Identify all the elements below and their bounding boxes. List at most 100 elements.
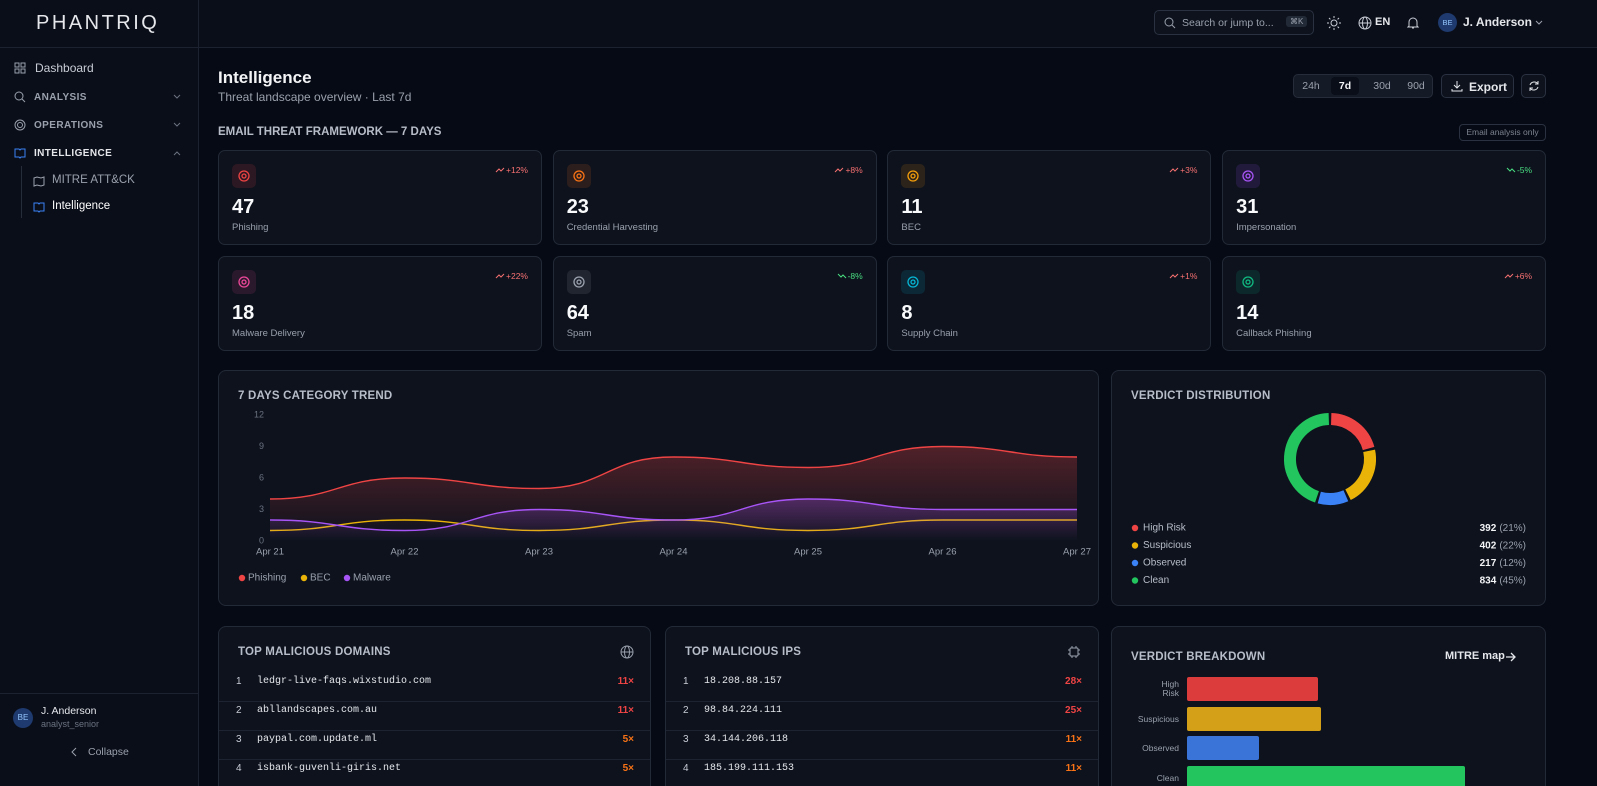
- user-name[interactable]: J. Anderson: [1463, 15, 1532, 29]
- chevron: [173, 94, 181, 99]
- trend-icon: [495, 167, 505, 173]
- chart-title: VERDICT DISTRIBUTION: [1131, 390, 1271, 402]
- language-icon[interactable]: [1358, 16, 1372, 30]
- card-label: Callback Phishing: [1236, 328, 1312, 339]
- notifications[interactable]: [1407, 16, 1419, 30]
- link[interactable]: MITRE map: [1445, 650, 1505, 662]
- donut-segment: [1330, 413, 1375, 451]
- bar-label: Suspicious: [1137, 713, 1179, 724]
- icon: [238, 276, 250, 288]
- nav-item[interactable]: Dashboard: [35, 61, 94, 75]
- trend-arrow: [1169, 273, 1179, 279]
- refresh-button[interactable]: [1521, 74, 1546, 98]
- card-change: +12%: [495, 165, 528, 175]
- logo[interactable]: PHANTRIQ: [36, 12, 160, 34]
- avatar[interactable]: BE: [1438, 13, 1457, 32]
- range-button[interactable]: 24h: [1302, 80, 1320, 92]
- stat-card[interactable]: +1% 8 Supply Chain: [887, 256, 1212, 351]
- chart-title: 7 DAYS CATEGORY TREND: [238, 390, 393, 402]
- sub-nav-item[interactable]: MITRE ATT&CK: [52, 174, 135, 186]
- row-divider: [666, 759, 1098, 760]
- icon-shape: [573, 276, 585, 288]
- range-button[interactable]: 30d: [1373, 80, 1391, 92]
- legend-label: Suspicious: [1143, 540, 1191, 551]
- legend-dot: [1131, 542, 1139, 549]
- card-label: BEC: [901, 222, 921, 233]
- page-title: Intelligence: [218, 68, 312, 87]
- search-box[interactable]: Search or jump to... ⌘K: [1154, 10, 1314, 35]
- nav-item[interactable]: OPERATIONS: [34, 120, 104, 131]
- trend-icon: [837, 273, 846, 279]
- trend-arrow: [835, 167, 844, 173]
- card-value: 18: [232, 302, 255, 324]
- header: Search or jump to... ⌘K EN BE J. Anderso…: [199, 0, 1597, 48]
- legend-dot: [238, 574, 246, 582]
- bar: [1187, 677, 1318, 701]
- row-text: paypal.com.update.ml: [257, 734, 378, 745]
- stat-card[interactable]: -5% 31 Impersonation: [1222, 150, 1547, 245]
- card-change: +8%: [834, 165, 863, 175]
- chevron: [71, 747, 77, 757]
- legend-dot: [1131, 559, 1139, 567]
- icon-shape: [907, 170, 920, 182]
- icon-shape: [241, 279, 247, 285]
- stat-card[interactable]: +6% 14 Callback Phishing: [1222, 256, 1547, 351]
- legend-label: Phishing: [248, 573, 286, 584]
- breakdown-panel: VERDICT BREAKDOWN MITRE map High Risk Sus…: [1111, 626, 1546, 786]
- section-title: EMAIL THREAT FRAMEWORK — 7 DAYS: [218, 126, 442, 138]
- card-label: Malware Delivery: [232, 328, 305, 339]
- donut-segment: [1345, 449, 1376, 501]
- icon: [1242, 170, 1254, 182]
- domains-panel: TOP MALICIOUS DOMAINS 1 ledgr-live-faqs.w…: [218, 626, 651, 786]
- legend-dot: [1131, 577, 1139, 584]
- card-label: Impersonation: [1236, 222, 1297, 233]
- nav-item[interactable]: ANALYSIS: [34, 92, 87, 103]
- icon: [238, 170, 250, 182]
- ips-panel: TOP MALICIOUS IPS 1 18.208.88.157 28× 2 98.8…: [665, 626, 1099, 786]
- range-group: 24h 7d 30d 90d: [1293, 74, 1433, 98]
- trend-icon: [1169, 167, 1179, 173]
- stat-card[interactable]: +3% 11 BEC: [887, 150, 1212, 245]
- stat-card[interactable]: +12% 47 Phishing: [218, 150, 542, 245]
- value: 834: [1480, 575, 1497, 586]
- theme-toggle[interactable]: [1327, 16, 1341, 30]
- card-change: -8%: [837, 271, 863, 281]
- rank: 4: [236, 763, 242, 774]
- x-tick-label: Apr 21: [256, 547, 284, 558]
- stat-card[interactable]: +8% 23 Credential Harvesting: [552, 150, 877, 245]
- card-icon: [901, 164, 926, 188]
- collapse[interactable]: Collapse: [88, 746, 129, 758]
- x-tick-label: Apr 27: [1063, 547, 1091, 558]
- sub-nav-item[interactable]: Intelligence: [52, 200, 111, 212]
- rank: 3: [683, 734, 689, 745]
- legend-label: BEC: [310, 573, 331, 584]
- y-tick-label: 9: [259, 441, 264, 451]
- export-button[interactable]: Export: [1441, 74, 1514, 98]
- user-role: analyst_senior: [41, 719, 100, 729]
- rank: 2: [236, 705, 242, 716]
- count: 11×: [1065, 734, 1082, 745]
- icon: [907, 170, 920, 182]
- range-button[interactable]: 90d: [1407, 80, 1425, 92]
- legend-label: High Risk: [1143, 523, 1187, 534]
- y-tick-label: 6: [259, 472, 264, 482]
- card-icon: [232, 270, 256, 294]
- nav-icon: [14, 62, 26, 74]
- card-value: 64: [566, 302, 589, 324]
- icon-shape: [910, 173, 917, 179]
- range-button[interactable]: 7d: [1331, 77, 1359, 95]
- stat-card[interactable]: +22% 18 Malware Delivery: [218, 256, 542, 351]
- icon-shape: [238, 276, 250, 288]
- x-tick-label: Apr 23: [525, 547, 553, 558]
- stat-card[interactable]: -8% 64 Spam: [552, 256, 877, 351]
- nav-item[interactable]: INTELLIGENCE: [34, 148, 113, 159]
- share: (12%): [1499, 558, 1526, 569]
- row-text: 18.208.88.157: [704, 676, 783, 687]
- y-tick-label: 12: [254, 409, 264, 419]
- y-tick-label: 3: [259, 504, 264, 514]
- share: (45%): [1499, 575, 1526, 586]
- count: 5×: [622, 734, 634, 745]
- row-text: isbank-guvenli-giris.net: [257, 763, 402, 774]
- language[interactable]: EN: [1375, 16, 1391, 28]
- row-divider: [666, 730, 1098, 731]
